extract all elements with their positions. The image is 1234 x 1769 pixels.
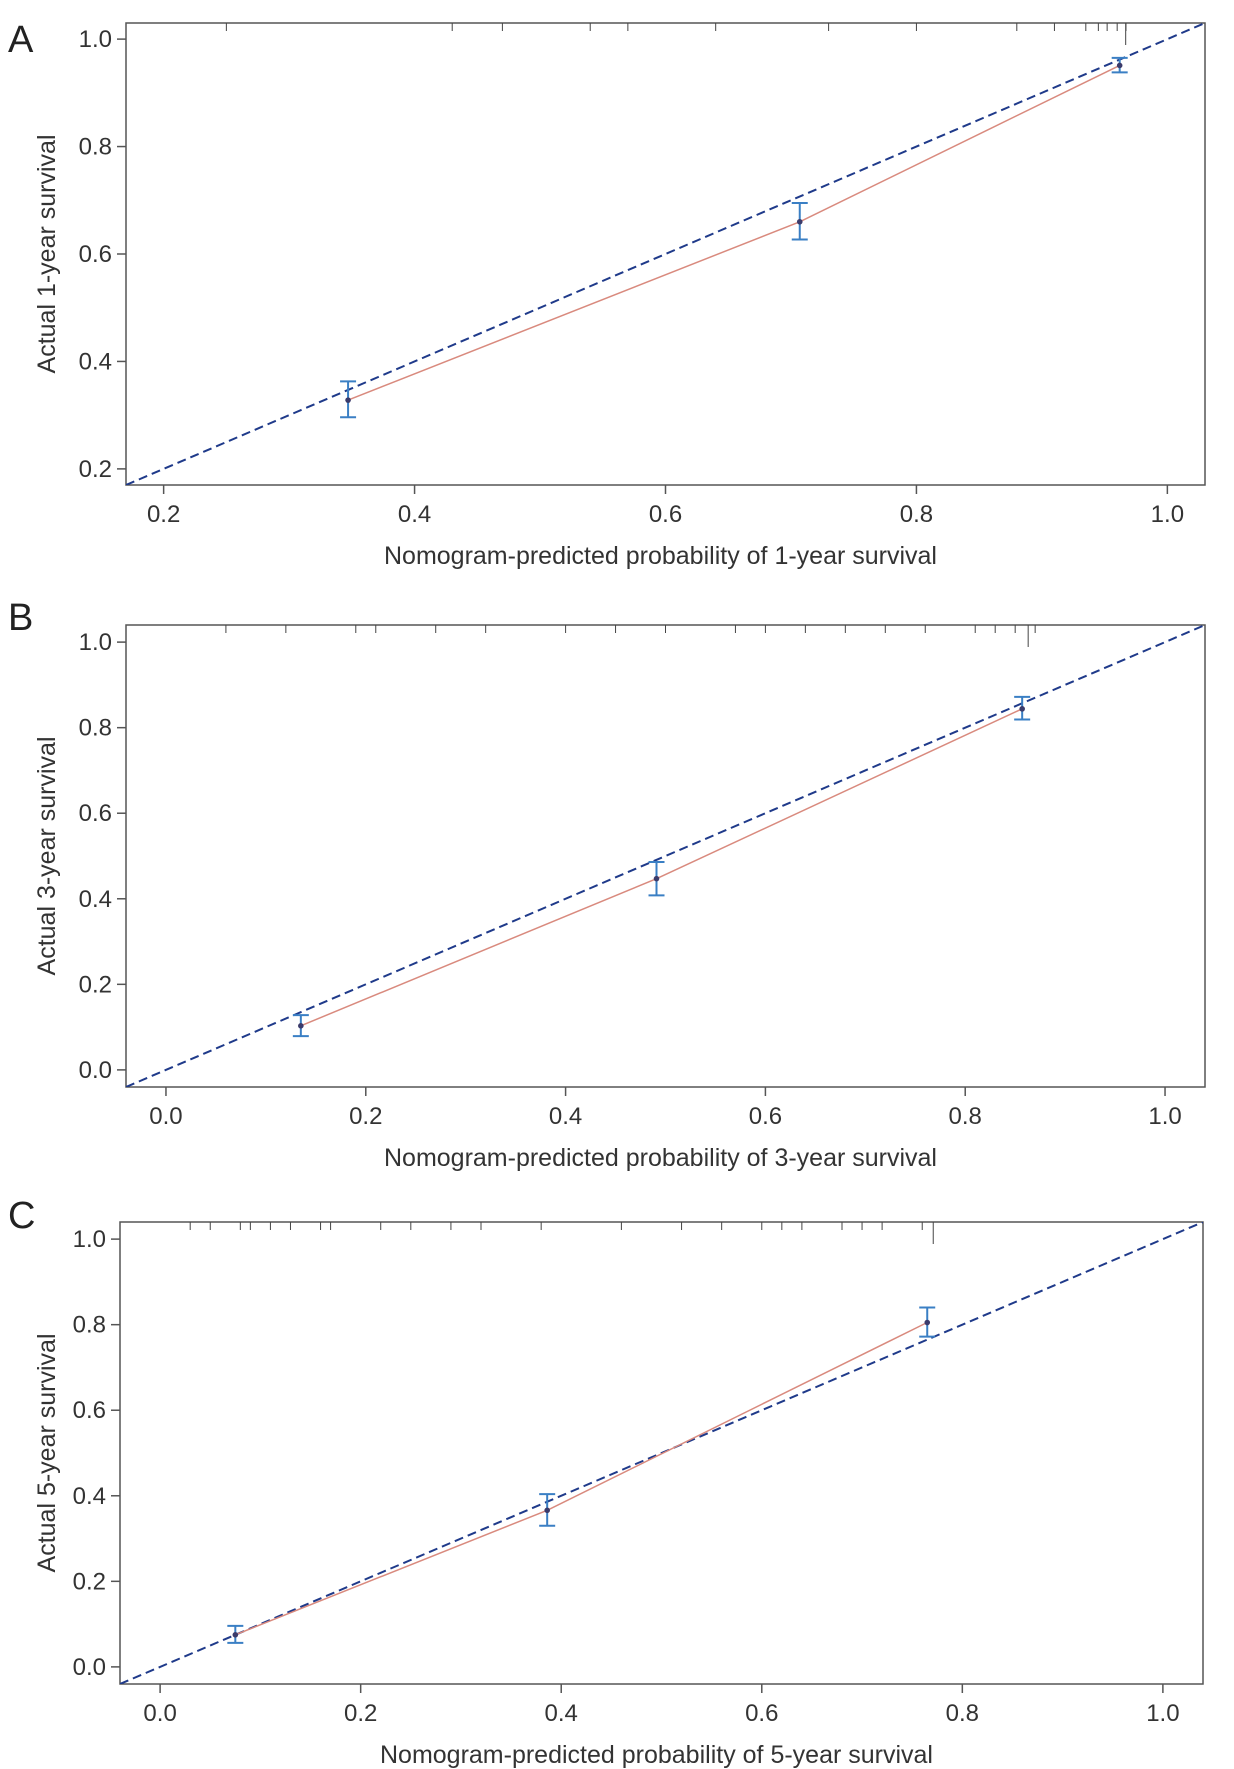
x-tick-label: 0.8	[900, 501, 933, 528]
y-tick-label: 0.6	[79, 241, 112, 268]
y-tick-label: 0.0	[79, 1057, 112, 1084]
x-tick-label: 0.2	[349, 1103, 382, 1130]
x-tick-label: 0.8	[949, 1103, 982, 1130]
x-tick-label: 0.4	[545, 1700, 578, 1727]
chart-panel-b: B 0.0 0.2 0.4 0.6 0.8 1.0 0.0 0.2 0.4 0.6 0.8 1.0 Nom…	[8, 597, 1206, 1172]
ideal-reference-line	[126, 23, 1205, 485]
calibration-line	[300, 708, 1023, 1027]
x-tick-label: 1.0	[1151, 501, 1184, 528]
y-tick-label: 1.0	[79, 26, 112, 53]
x-tick-label: 0.4	[398, 501, 431, 528]
y-tick-label: 0.2	[79, 456, 112, 483]
x-tick-label: 0.0	[149, 1103, 182, 1130]
y-axis-label: Actual 3-year survival	[33, 737, 61, 976]
x-tick-label: 0.6	[649, 501, 682, 528]
calibration-line	[347, 64, 1121, 401]
x-tick-label: 0.0	[143, 1700, 176, 1727]
chart-panel-a: A 0.2 0.4 0.6 0.8 1.0 0.2 0.4 0.6 0.8 1.0 Nomogram-…	[8, 19, 1206, 570]
x-tick-label: 0.6	[745, 1700, 778, 1727]
y-tick-label: 0.0	[73, 1654, 106, 1681]
y-tick-label: 0.8	[79, 715, 112, 742]
chart-panel-c: C 0.0 0.2 0.4 0.6 0.8 1.0 0.0 0.2 0.4 0.6 0.8 1.0 Nom…	[8, 1195, 1204, 1769]
y-tick-label: 0.2	[79, 971, 112, 998]
calibration-point	[1019, 706, 1025, 712]
x-tick-label: 0.4	[549, 1103, 582, 1130]
plot-frame	[119, 1221, 1204, 1685]
y-axis-label: Actual 5-year survival	[33, 1334, 61, 1573]
y-tick-label: 0.8	[79, 134, 112, 161]
calibration-point	[1116, 62, 1123, 69]
y-axis-label: Actual 1-year survival	[33, 135, 61, 374]
panel-label: A	[8, 19, 34, 61]
calibration-line	[235, 1321, 928, 1636]
plot-area	[126, 23, 1205, 485]
x-tick-label: 0.2	[147, 501, 180, 528]
y-tick-label: 0.6	[73, 1397, 106, 1424]
calibration-point	[345, 397, 351, 403]
y-tick-label: 0.8	[73, 1312, 106, 1339]
calibration-point	[232, 1632, 239, 1638]
x-axis-label: Nomogram-predicted probability of 1-year…	[384, 542, 937, 570]
calibration-point	[298, 1023, 304, 1029]
plot-area	[126, 625, 1205, 1087]
x-axis-label: Nomogram-predicted probability of 5-year…	[380, 1741, 933, 1769]
x-axis-label: Nomogram-predicted probability of 3-year…	[384, 1144, 937, 1172]
x-tick-label: 0.6	[749, 1103, 782, 1130]
y-tick-label: 0.6	[79, 800, 112, 827]
x-tick-label: 0.2	[344, 1700, 377, 1727]
calibration-point	[544, 1507, 550, 1514]
calibration-point	[924, 1319, 931, 1326]
y-tick-label: 1.0	[73, 1226, 106, 1253]
x-tick-label: 1.0	[1146, 1700, 1179, 1727]
calibration-point	[796, 218, 803, 225]
ideal-reference-line	[126, 625, 1205, 1087]
y-tick-label: 0.4	[79, 886, 112, 913]
y-tick-label: 1.0	[79, 629, 112, 656]
y-tick-label: 0.4	[79, 348, 112, 375]
panel-label: C	[8, 1195, 35, 1237]
calibration-point	[653, 875, 660, 882]
plot-area	[120, 1222, 1203, 1684]
y-tick-label: 0.2	[73, 1568, 106, 1595]
y-tick-label: 0.4	[73, 1483, 106, 1510]
panel-label: B	[8, 597, 33, 639]
x-tick-label: 0.8	[946, 1700, 979, 1727]
x-tick-label: 1.0	[1148, 1103, 1181, 1130]
